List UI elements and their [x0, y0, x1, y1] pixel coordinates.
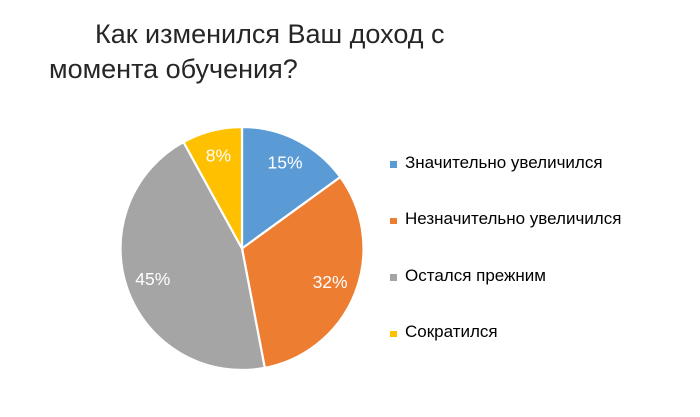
svg-text:15%: 15%	[267, 153, 302, 173]
svg-text:32%: 32%	[313, 272, 348, 292]
svg-text:8%: 8%	[206, 145, 231, 165]
svg-text:45%: 45%	[135, 269, 170, 289]
